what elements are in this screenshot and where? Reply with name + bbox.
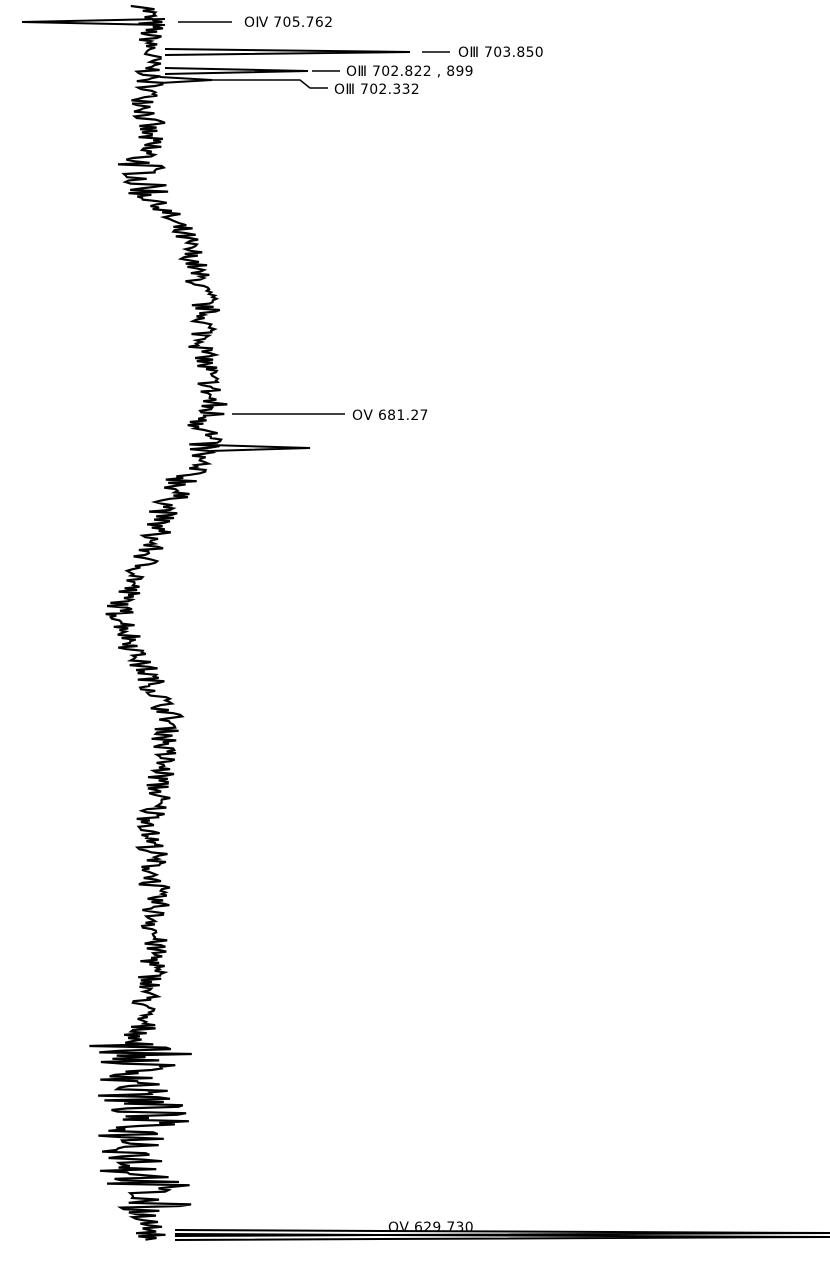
annotation-label: OⅤ 681.27 (352, 408, 429, 424)
spike-629b (174, 1233, 830, 1241)
spike-705 (21, 18, 166, 26)
annotation-oiii-702-8: OⅢ 702.822 , 899 (312, 64, 474, 80)
annotation-label: OⅢ 703.850 (458, 45, 544, 61)
annotation-label: OⅣ 705.762 (244, 15, 333, 31)
annotation-oiii-702-3: OⅢ 702.332 (210, 79, 420, 98)
peak-annotations: OⅣ 705.762 OⅢ 703.850 OⅢ 702.822 , 899 O… (178, 15, 544, 1236)
annotation-ov-629: OⅤ 629.730 (388, 1220, 474, 1236)
annotation-ov-681: OⅤ 681.27 (232, 408, 429, 424)
peak-lines (21, 18, 830, 1241)
spike-702-3 (159, 76, 213, 84)
annotation-label: OⅤ 629.730 (388, 1220, 474, 1236)
annotation-oiii-703-8: OⅢ 703.850 (422, 45, 544, 61)
spike-702-8 (164, 67, 309, 75)
leader-line (210, 79, 328, 89)
annotation-label: OⅢ 702.332 (334, 82, 420, 98)
annotation-label: OⅢ 702.822 , 899 (346, 64, 474, 80)
annotation-ov-705: OⅣ 705.762 (178, 15, 333, 31)
spike-703-8 (164, 48, 411, 56)
spectrum-trace (89, 4, 228, 1241)
spike-681 (209, 444, 311, 452)
